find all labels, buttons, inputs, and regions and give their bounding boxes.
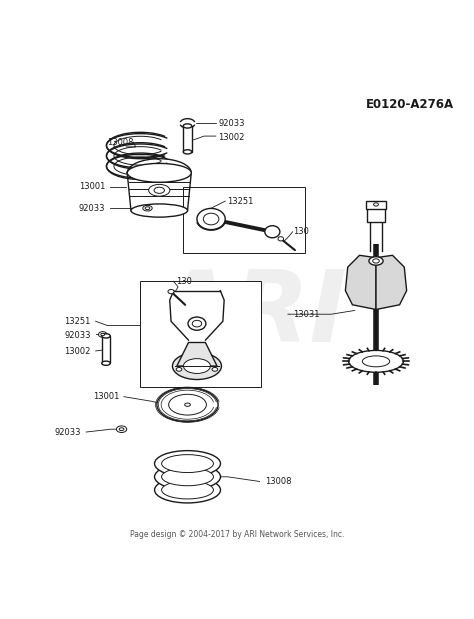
Text: E0120-A276A: E0120-A276A: [365, 98, 454, 111]
Ellipse shape: [183, 150, 192, 154]
Ellipse shape: [119, 428, 124, 431]
Ellipse shape: [157, 387, 218, 422]
Text: 13031: 13031: [293, 310, 320, 319]
Ellipse shape: [188, 317, 206, 330]
Ellipse shape: [374, 203, 378, 206]
Text: 13008: 13008: [107, 137, 133, 147]
Bar: [102, 336, 110, 363]
Text: 92033: 92033: [55, 428, 82, 436]
Text: ARI: ARI: [155, 266, 347, 363]
Ellipse shape: [173, 353, 221, 379]
Ellipse shape: [373, 259, 379, 263]
Ellipse shape: [102, 334, 110, 338]
Ellipse shape: [145, 207, 150, 210]
Text: 13008: 13008: [265, 477, 292, 486]
Text: 92033: 92033: [218, 119, 245, 128]
Text: 13251: 13251: [228, 197, 254, 206]
Ellipse shape: [155, 464, 220, 490]
Ellipse shape: [117, 426, 127, 433]
Text: 13001: 13001: [93, 392, 119, 401]
Ellipse shape: [203, 213, 219, 225]
Text: 13002: 13002: [218, 133, 245, 142]
Ellipse shape: [183, 124, 192, 128]
Text: 92033: 92033: [64, 331, 91, 340]
Ellipse shape: [162, 454, 213, 472]
Bar: [366, 208, 385, 222]
Ellipse shape: [192, 321, 201, 327]
Ellipse shape: [154, 187, 164, 193]
Ellipse shape: [155, 451, 220, 477]
Text: 13001: 13001: [79, 183, 105, 191]
Text: 13002: 13002: [64, 347, 91, 357]
Ellipse shape: [99, 332, 107, 337]
Ellipse shape: [101, 333, 105, 335]
Text: 92033: 92033: [79, 204, 105, 213]
Ellipse shape: [349, 350, 403, 372]
Ellipse shape: [265, 226, 280, 238]
Ellipse shape: [197, 209, 225, 230]
Text: 130: 130: [176, 277, 191, 286]
Polygon shape: [346, 255, 376, 310]
Bar: [183, 126, 192, 152]
Bar: [365, 201, 386, 209]
Ellipse shape: [155, 477, 220, 503]
Ellipse shape: [212, 368, 218, 371]
Ellipse shape: [162, 468, 213, 486]
Ellipse shape: [149, 184, 170, 196]
Ellipse shape: [143, 206, 152, 211]
Ellipse shape: [278, 236, 283, 241]
Text: 13251: 13251: [64, 317, 91, 326]
Ellipse shape: [369, 257, 383, 265]
Text: Page design © 2004-2017 by ARI Network Services, Inc.: Page design © 2004-2017 by ARI Network S…: [130, 530, 344, 539]
Polygon shape: [376, 255, 407, 310]
Ellipse shape: [162, 481, 213, 499]
Bar: [183, 187, 305, 253]
Ellipse shape: [131, 204, 188, 217]
Ellipse shape: [185, 403, 191, 406]
Bar: [140, 281, 261, 387]
Ellipse shape: [102, 361, 110, 365]
Ellipse shape: [362, 356, 390, 367]
Text: 130: 130: [293, 227, 310, 236]
Ellipse shape: [169, 394, 206, 415]
Ellipse shape: [168, 290, 174, 293]
Polygon shape: [177, 342, 217, 366]
Ellipse shape: [176, 368, 182, 371]
Ellipse shape: [183, 358, 210, 373]
Ellipse shape: [127, 163, 191, 182]
